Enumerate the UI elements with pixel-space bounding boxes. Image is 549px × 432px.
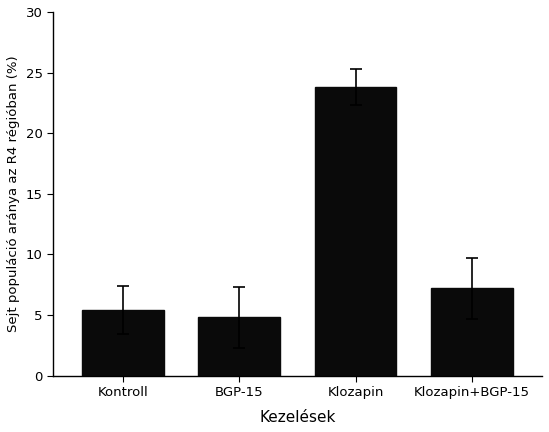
X-axis label: Kezelések: Kezelések — [259, 410, 335, 425]
Bar — [432, 288, 513, 375]
Bar — [315, 87, 396, 375]
Y-axis label: Sejt populáció aránya az R4 régióban (%): Sejt populáció aránya az R4 régióban (%) — [7, 55, 20, 332]
Bar — [199, 318, 280, 375]
Bar — [82, 310, 164, 375]
